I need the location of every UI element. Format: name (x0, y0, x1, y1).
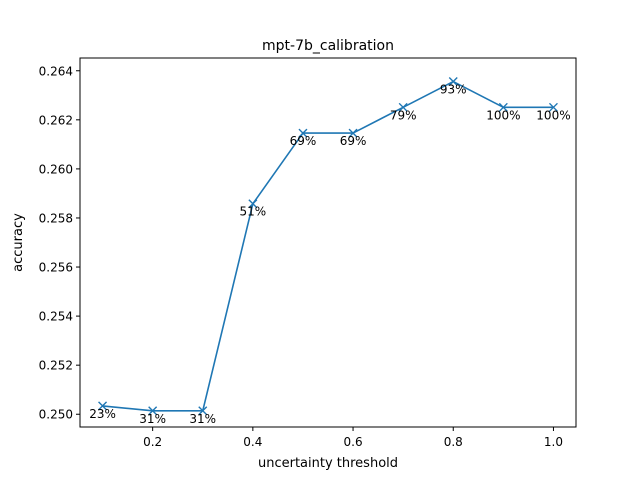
x-tick-label: 1.0 (544, 435, 563, 449)
y-axis-ticks: 0.250 0.252 0.254 0.256 0.258 0.260 0.262 0.264 (39, 64, 80, 422)
x-tick-label: 0.6 (344, 435, 363, 449)
plot-area-frame (79, 57, 577, 428)
data-point-marker (148, 406, 158, 416)
x-tick-label: 0.2 (143, 435, 162, 449)
y-tick-label: 0.258 (39, 211, 73, 225)
data-point-marker (298, 128, 308, 138)
y-axis-label: accuracy (11, 213, 26, 272)
data-label: 31% (139, 412, 166, 426)
x-axis-label: uncertainty threshold (258, 456, 398, 471)
data-point-marker (398, 102, 408, 112)
data-label: 51% (240, 205, 267, 219)
y-tick-label: 0.264 (39, 64, 73, 78)
data-point-marker (98, 401, 108, 411)
data-point-marker (198, 406, 208, 416)
data-point-marker (448, 77, 458, 87)
series-line (102, 80, 554, 412)
series-layer (98, 77, 558, 416)
x-tick-label: 0.8 (444, 435, 463, 449)
y-tick-label: 0.254 (39, 310, 73, 324)
y-tick-label: 0.252 (39, 359, 73, 373)
chart-title: mpt-7b_calibration (262, 38, 394, 54)
data-label: 79% (390, 108, 417, 122)
y-tick-label: 0.260 (39, 162, 73, 176)
data-point-marker (548, 102, 558, 112)
data-point-marker (348, 128, 358, 138)
data-point-marker (498, 102, 508, 112)
data-label: 69% (290, 134, 317, 148)
x-tick-label: 0.4 (243, 435, 262, 449)
data-label: 100% (486, 108, 520, 122)
y-tick-label: 0.262 (39, 113, 73, 127)
y-tick-label: 0.256 (39, 261, 73, 275)
data-label: 69% (340, 134, 367, 148)
data-point-marker (248, 199, 258, 209)
data-label: 23% (89, 407, 116, 421)
y-tick-label: 0.250 (39, 408, 73, 422)
x-axis-ticks: 0.2 0.4 0.6 0.8 1.0 (143, 427, 563, 449)
data-label: 93% (440, 83, 467, 97)
data-labels: 23% 31% 31% 51% 69% 69% 79% 93% 100% 100% (89, 83, 570, 426)
data-label: 100% (536, 108, 570, 122)
data-label: 31% (189, 412, 216, 426)
